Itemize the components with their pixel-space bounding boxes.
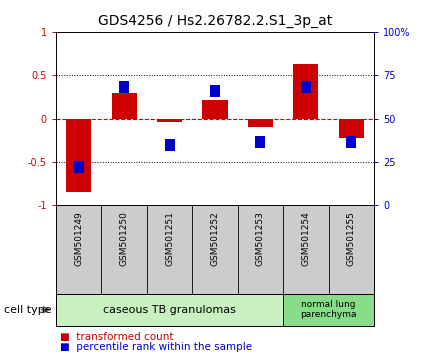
- Bar: [56, 294, 283, 326]
- Text: normal lung
parenchyma: normal lung parenchyma: [301, 300, 357, 319]
- Text: GSM501250: GSM501250: [120, 211, 129, 267]
- Bar: [255, 136, 265, 148]
- Bar: [119, 81, 129, 93]
- Bar: [66, 119, 91, 192]
- Text: GSM501249: GSM501249: [74, 211, 83, 266]
- Text: GSM501254: GSM501254: [301, 211, 310, 266]
- Bar: [347, 136, 356, 148]
- Bar: [339, 119, 364, 138]
- Text: GSM501255: GSM501255: [347, 211, 356, 267]
- Text: cell type: cell type: [4, 305, 52, 315]
- Text: caseous TB granulomas: caseous TB granulomas: [103, 305, 236, 315]
- Bar: [248, 119, 273, 127]
- Bar: [293, 64, 318, 119]
- Bar: [112, 93, 137, 119]
- Bar: [301, 81, 311, 93]
- Bar: [74, 161, 83, 173]
- Text: GSM501251: GSM501251: [165, 211, 174, 267]
- Bar: [210, 85, 220, 97]
- Text: GDS4256 / Hs2.26782.2.S1_3p_at: GDS4256 / Hs2.26782.2.S1_3p_at: [98, 14, 332, 28]
- Text: ■  percentile rank within the sample: ■ percentile rank within the sample: [60, 342, 252, 352]
- Text: GSM501252: GSM501252: [211, 211, 219, 266]
- Bar: [203, 99, 227, 119]
- Bar: [157, 119, 182, 122]
- Bar: [165, 138, 175, 151]
- Text: ■  transformed count: ■ transformed count: [60, 332, 174, 342]
- Text: GSM501253: GSM501253: [256, 211, 265, 267]
- Bar: [283, 294, 374, 326]
